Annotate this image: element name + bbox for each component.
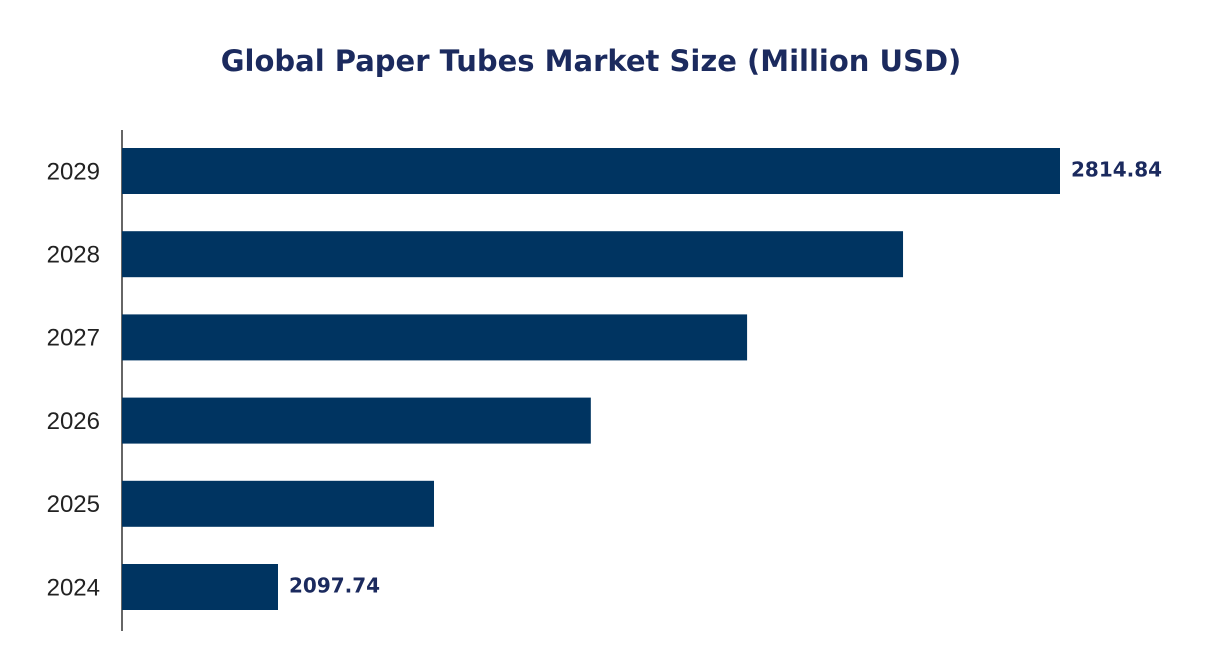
y-tick-label: 2024 xyxy=(47,574,100,601)
y-tick-label: 2029 xyxy=(47,158,100,185)
bar xyxy=(122,564,278,610)
bar xyxy=(122,397,591,444)
y-tick-label: 2026 xyxy=(47,408,100,435)
bar xyxy=(122,148,1060,194)
y-tick-label: 2028 xyxy=(47,242,100,269)
y-tick-label: 2025 xyxy=(47,491,100,518)
value-label: 2814.84 xyxy=(1071,158,1162,182)
bar xyxy=(122,314,748,361)
y-tick-label: 2027 xyxy=(47,325,100,352)
value-label: 2097.74 xyxy=(289,574,380,598)
chart-title: Global Paper Tubes Market Size (Million … xyxy=(221,44,962,78)
bar xyxy=(122,480,435,527)
bar xyxy=(122,231,904,278)
